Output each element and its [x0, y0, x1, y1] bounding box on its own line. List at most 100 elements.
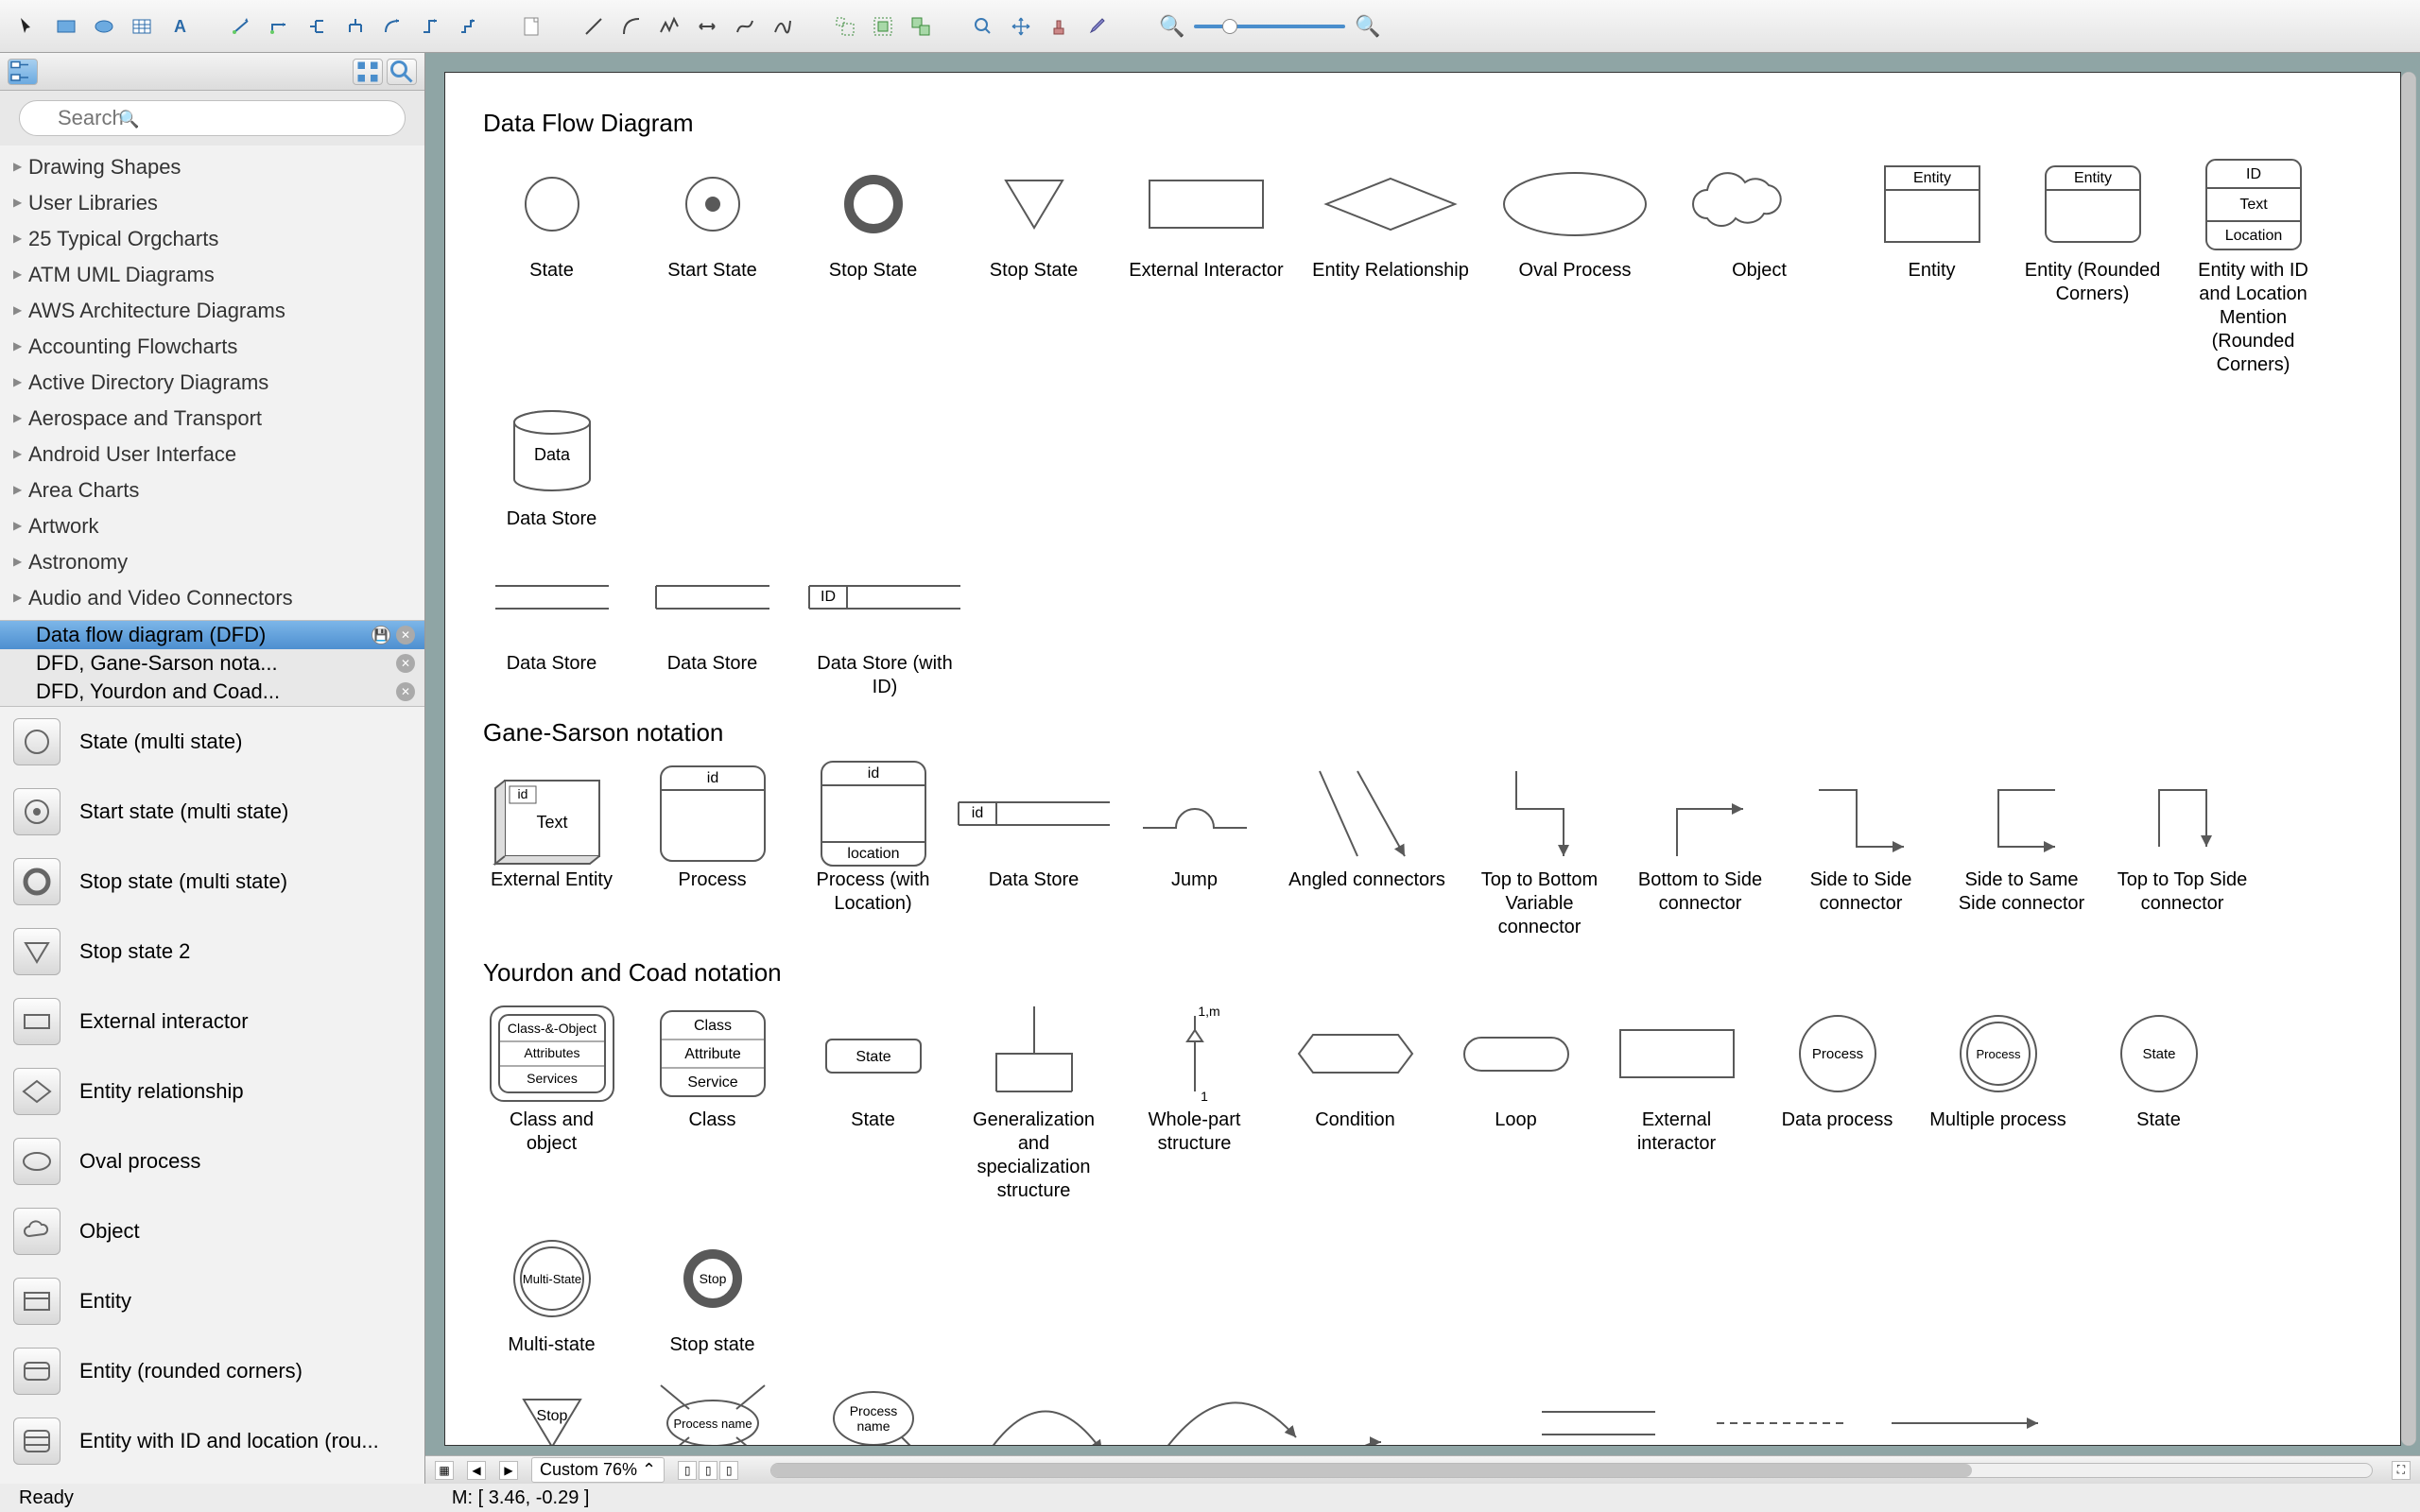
- tree-item[interactable]: ATM UML Diagrams: [0, 257, 424, 293]
- shape-circle[interactable]: State: [483, 157, 620, 283]
- shape-process-offset[interactable]: ProcessnameProcess (offset): [804, 1376, 942, 1446]
- connector-round-button[interactable]: [374, 8, 412, 45]
- tree-item[interactable]: Android User Interface: [0, 437, 424, 472]
- shape-hexagon[interactable]: Condition: [1287, 1006, 1424, 1132]
- page-button[interactable]: [512, 8, 550, 45]
- connector-angled-button[interactable]: [261, 8, 299, 45]
- stamp-button[interactable]: [1040, 8, 1078, 45]
- shape-diamond[interactable]: Entity Relationship: [1310, 157, 1471, 283]
- palette-item[interactable]: Stop state (multi state): [0, 847, 424, 917]
- tree-item[interactable]: Drawing Shapes: [0, 149, 424, 185]
- shape-loop-circle[interactable]: Loop on center: [1334, 1376, 1495, 1446]
- close-icon[interactable]: ✕: [396, 682, 415, 701]
- shape-rect[interactable]: External interactor: [1608, 1006, 1745, 1156]
- zoom-slider[interactable]: [1194, 25, 1345, 28]
- vertical-scrollbar[interactable]: [2401, 72, 2416, 1446]
- shape-arrow-sss[interactable]: Side to Same Side connector: [1953, 766, 2090, 916]
- shape-open-rect-id[interactable]: IDData Store (with ID): [804, 550, 965, 699]
- shape-triangle-down[interactable]: StopStop state: [483, 1376, 620, 1446]
- palette-item[interactable]: External interactor: [0, 987, 424, 1057]
- tree-item[interactable]: Active Directory Diagrams: [0, 365, 424, 401]
- shape-lines-h[interactable]: Data Store: [483, 550, 620, 676]
- shape-circle-text[interactable]: StateState: [2090, 1006, 2227, 1132]
- group-button[interactable]: [864, 8, 902, 45]
- spline-button[interactable]: [764, 8, 802, 45]
- tree-item[interactable]: Artwork: [0, 508, 424, 544]
- palette-item[interactable]: State (multi state): [0, 707, 424, 777]
- pan-button[interactable]: [1002, 8, 1040, 45]
- connector-tree-v-button[interactable]: [337, 8, 374, 45]
- shape-circle-double[interactable]: Multi-StateMulti-state: [483, 1231, 620, 1357]
- shape-open-rect-id[interactable]: idData Store: [965, 766, 1102, 892]
- table-button[interactable]: [123, 8, 161, 45]
- palette-item[interactable]: Entity (rounded corners): [0, 1336, 424, 1406]
- palette-item[interactable]: Start state (multi state): [0, 777, 424, 847]
- shape-arrow-bs[interactable]: Bottom to Side connector: [1632, 766, 1769, 916]
- shape-arrow-tt[interactable]: Top to Top Side connector: [2114, 766, 2251, 916]
- view-mode-icons[interactable]: ▯▯▯: [678, 1461, 738, 1480]
- next-page-icon[interactable]: ▶: [499, 1461, 518, 1480]
- shape-loop-rect[interactable]: Loop: [1447, 1006, 1584, 1132]
- palette-item[interactable]: Entity: [0, 1266, 424, 1336]
- shape-cylinder[interactable]: DataData Store: [483, 405, 620, 531]
- canvas[interactable]: Data Flow DiagramStateStart StateStop St…: [444, 72, 2401, 1446]
- shape-jump[interactable]: Jump: [1126, 766, 1263, 892]
- shape-triangle-down[interactable]: Stop State: [965, 157, 1102, 283]
- arc-button[interactable]: [613, 8, 650, 45]
- horizontal-scrollbar[interactable]: [770, 1463, 2373, 1478]
- shape-class-obj[interactable]: Class-&-ObjectAttributesServicesClass an…: [483, 1006, 620, 1156]
- ellipse-button[interactable]: [85, 8, 123, 45]
- shape-lines-h[interactable]: Data store: [1518, 1376, 1679, 1446]
- tree-item[interactable]: User Libraries: [0, 185, 424, 221]
- curve-button[interactable]: [726, 8, 764, 45]
- library-tab[interactable]: Data flow diagram (DFD)💾✕: [0, 621, 424, 649]
- shape-open-rect[interactable]: Data Store: [644, 550, 781, 676]
- shape-round-rect-3[interactable]: idlocationProcess (with Location): [804, 766, 942, 916]
- tree-item[interactable]: Audio and Video Connectors: [0, 580, 424, 616]
- shape-arc-cc2[interactable]: Center to center flow: [1150, 1376, 1310, 1446]
- shape-class[interactable]: ClassAttributeServiceClass: [644, 1006, 781, 1132]
- shape-circle-text[interactable]: ProcessData process: [1769, 1006, 1906, 1132]
- tree-item[interactable]: Aerospace and Transport: [0, 401, 424, 437]
- shape-cloud[interactable]: Object: [1679, 157, 1840, 283]
- shape-rect-round-top[interactable]: EntityEntity (Rounded Corners): [2024, 157, 2161, 306]
- connector-smart-button[interactable]: [450, 8, 488, 45]
- shape-circle-double[interactable]: ProcessMultiple process: [1929, 1006, 2066, 1132]
- tree-item[interactable]: Astronomy: [0, 544, 424, 580]
- shape-whole-part[interactable]: 1,m1Whole-part structure: [1126, 1006, 1263, 1156]
- tree-item[interactable]: Area Charts: [0, 472, 424, 508]
- shape-round-rect-top[interactable]: idProcess: [644, 766, 781, 892]
- zoom-tool-button[interactable]: [964, 8, 1002, 45]
- shape-rect-3row[interactable]: IDTextLocationEntity with ID and Locatio…: [2185, 157, 2322, 377]
- shape-circle-dot[interactable]: Start State: [644, 157, 781, 283]
- shape-oval[interactable]: Oval Process: [1495, 157, 1655, 283]
- tree-item[interactable]: 25 Typical Orgcharts: [0, 221, 424, 257]
- shape-circle-ring[interactable]: Stop State: [804, 157, 942, 283]
- connector-step-button[interactable]: [412, 8, 450, 45]
- align-group-button[interactable]: [826, 8, 864, 45]
- pointer-button[interactable]: [9, 8, 47, 45]
- eyedropper-button[interactable]: [1078, 8, 1115, 45]
- shape-rect-top[interactable]: EntityEntity: [1863, 157, 2000, 283]
- shape-rect[interactable]: External Interactor: [1126, 157, 1287, 283]
- shape-process-star[interactable]: Process nameProcess: [644, 1376, 781, 1446]
- polyline-button[interactable]: [650, 8, 688, 45]
- fit-page-icon[interactable]: ⛶: [2392, 1461, 2411, 1480]
- tree-item[interactable]: AWS Architecture Diagrams: [0, 293, 424, 329]
- prev-page-icon[interactable]: ◀: [467, 1461, 486, 1480]
- grid-view-icon[interactable]: [353, 59, 383, 85]
- rectangle-button[interactable]: [47, 8, 85, 45]
- shape-gen-spec[interactable]: Generalization and specialization struct…: [965, 1006, 1102, 1203]
- palette-item[interactable]: Oval process: [0, 1126, 424, 1196]
- ungroup-button[interactable]: [902, 8, 940, 45]
- shape-state-rect[interactable]: StateState: [804, 1006, 942, 1132]
- palette-item[interactable]: Stop state 2: [0, 917, 424, 987]
- shape-arrow-tb-var[interactable]: Top to Bottom Variable connector: [1471, 766, 1608, 939]
- connector-tree-h-button[interactable]: [299, 8, 337, 45]
- shape-box3d-id[interactable]: idTextExternal Entity: [483, 766, 620, 892]
- zoom-in-icon[interactable]: 🔍: [1355, 14, 1380, 39]
- close-icon[interactable]: ✕: [396, 626, 415, 644]
- tree-item[interactable]: Accounting Flowcharts: [0, 329, 424, 365]
- palette-item[interactable]: Entity relationship: [0, 1057, 424, 1126]
- line-button[interactable]: [575, 8, 613, 45]
